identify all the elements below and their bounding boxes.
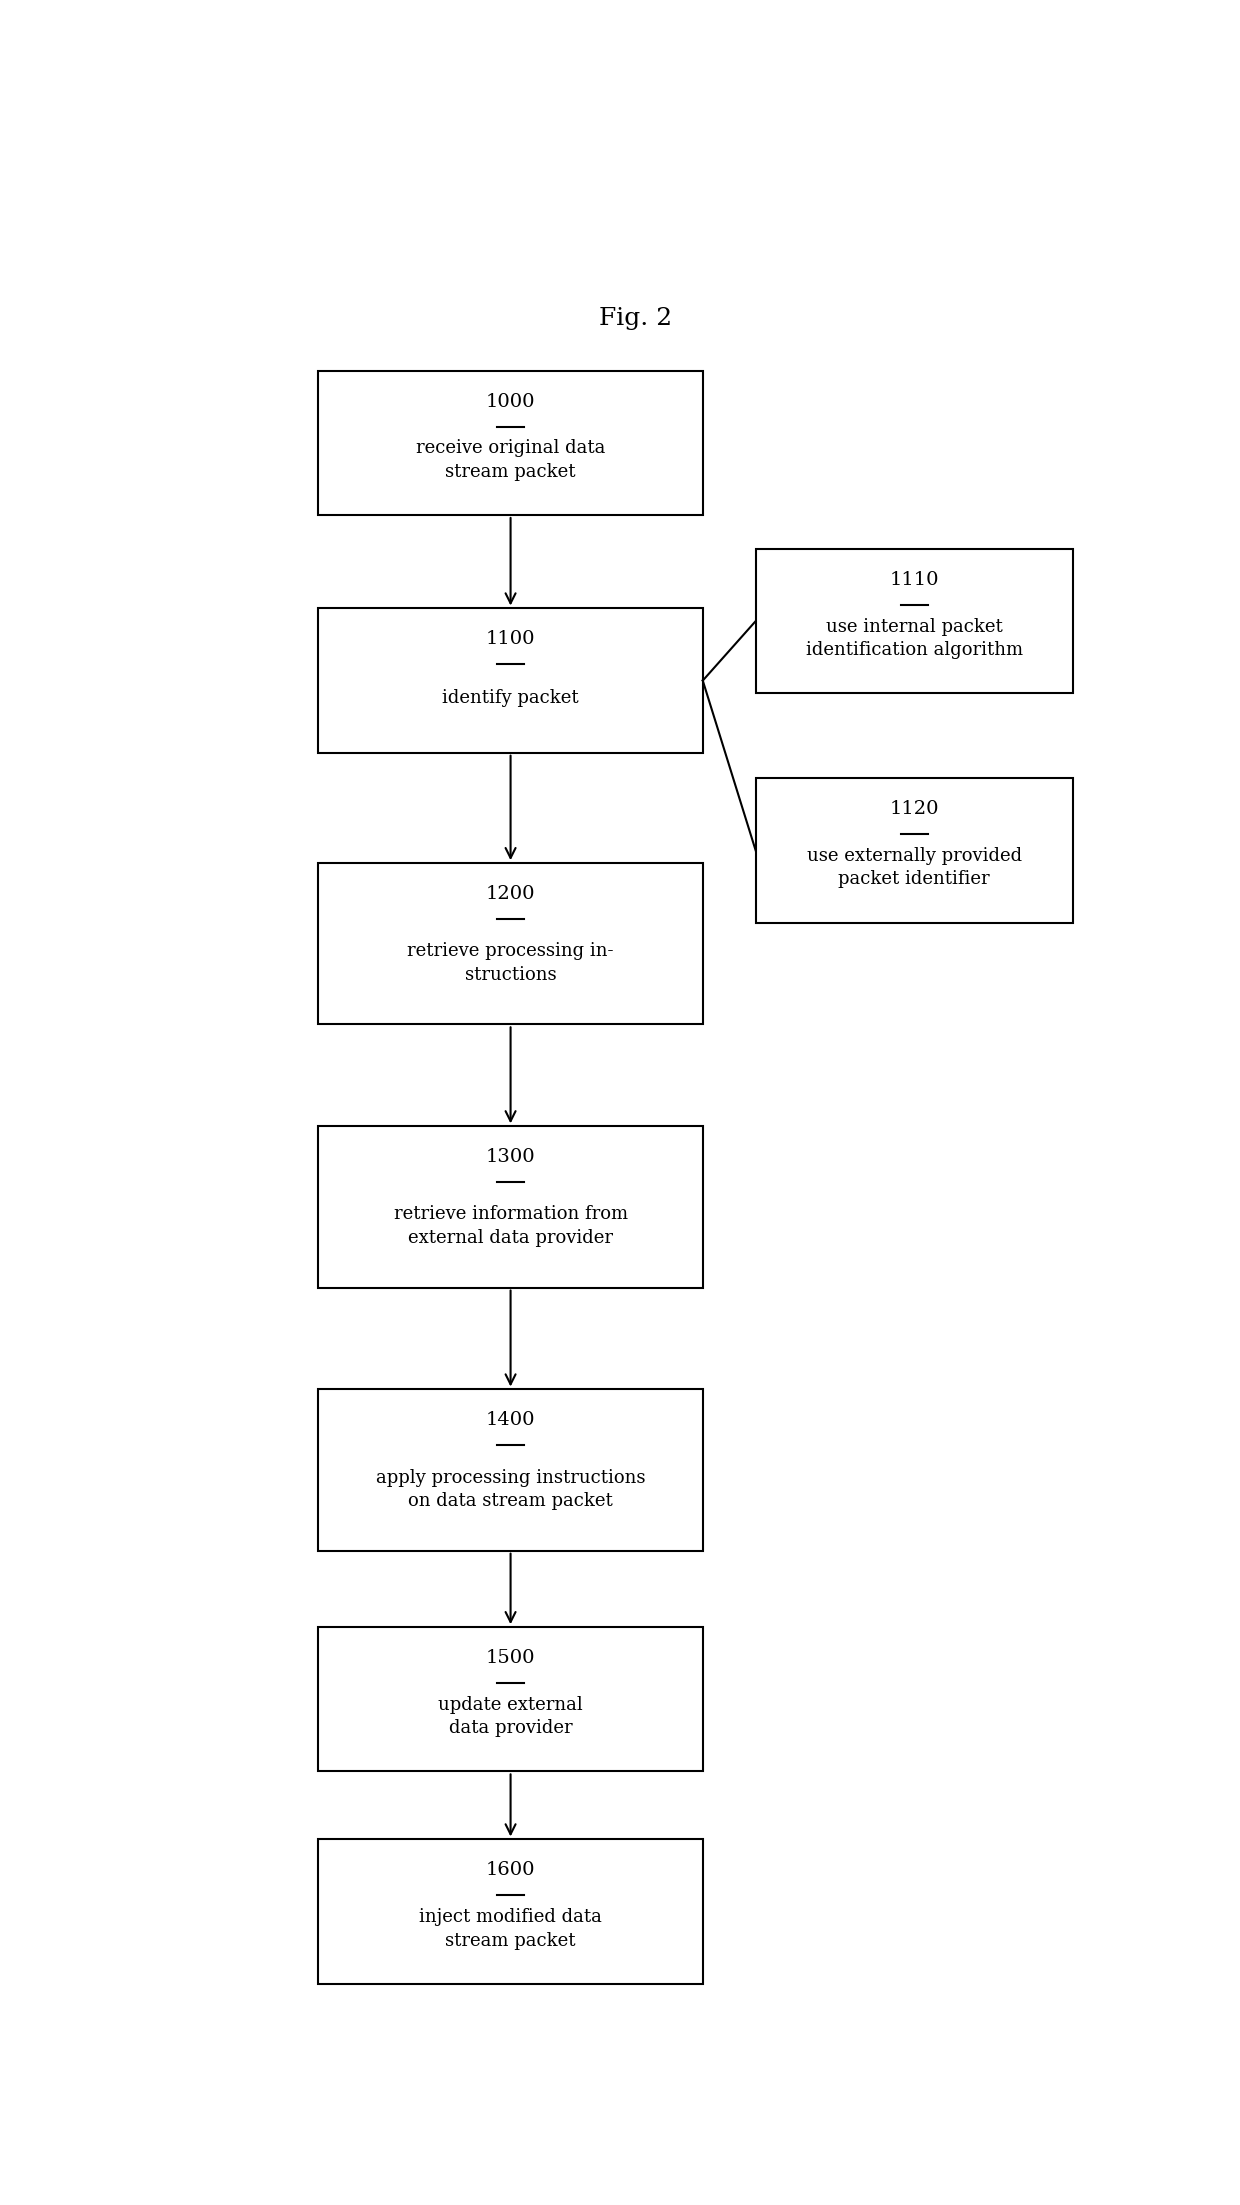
Bar	[755, 549, 1073, 692]
Text: 1100: 1100	[486, 631, 536, 648]
Bar	[319, 609, 703, 752]
Bar	[319, 862, 703, 1025]
Text: retrieve processing in-
structions: retrieve processing in- structions	[407, 942, 614, 983]
Text: receive original data
stream packet: receive original data stream packet	[415, 439, 605, 481]
Bar	[319, 1389, 703, 1550]
Bar	[755, 778, 1073, 922]
Text: identify packet: identify packet	[443, 688, 579, 708]
Text: 1110: 1110	[889, 571, 939, 589]
Bar	[319, 1127, 703, 1288]
Bar	[319, 370, 703, 516]
Text: update external
data provider: update external data provider	[438, 1696, 583, 1738]
Text: 1300: 1300	[486, 1149, 536, 1166]
Text: inject modified data
stream packet: inject modified data stream packet	[419, 1907, 601, 1949]
Text: 1600: 1600	[486, 1861, 536, 1879]
Text: use internal packet
identification algorithm: use internal packet identification algor…	[806, 617, 1023, 659]
Text: use externally provided
packet identifier: use externally provided packet identifie…	[807, 847, 1022, 889]
Text: 1120: 1120	[889, 800, 939, 818]
Text: 1500: 1500	[486, 1649, 536, 1667]
Text: retrieve information from
external data provider: retrieve information from external data …	[393, 1206, 627, 1248]
Text: Fig. 2: Fig. 2	[599, 306, 672, 331]
Bar	[319, 1839, 703, 1985]
Text: 1400: 1400	[486, 1411, 536, 1429]
Text: 1000: 1000	[486, 392, 536, 410]
Text: 1200: 1200	[486, 884, 536, 904]
Bar	[319, 1627, 703, 1771]
Text: apply processing instructions
on data stream packet: apply processing instructions on data st…	[376, 1469, 645, 1510]
